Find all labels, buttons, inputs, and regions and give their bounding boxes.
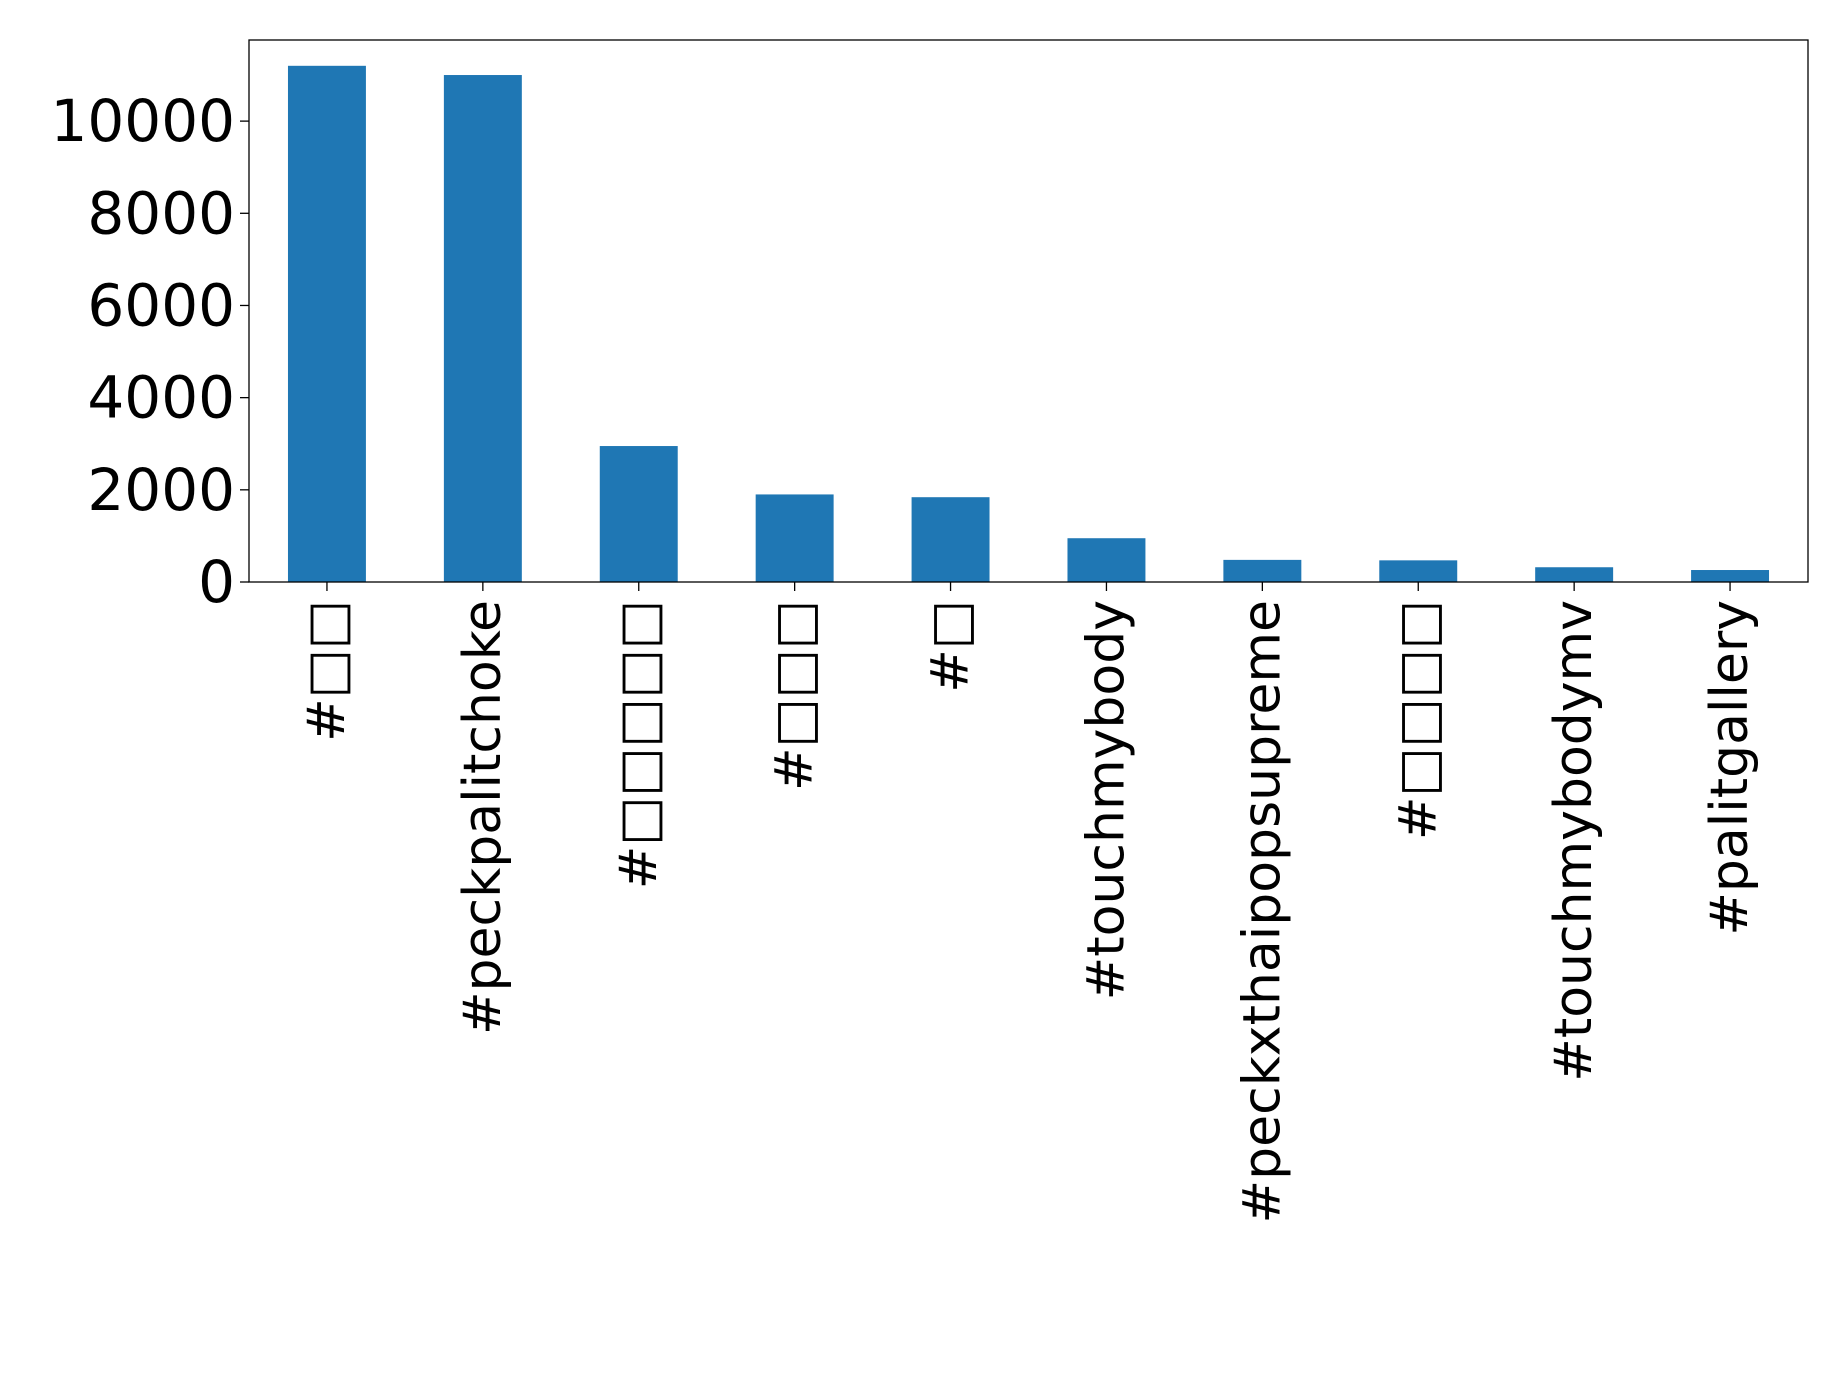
bar-9 — [1691, 570, 1770, 582]
bar-3 — [755, 494, 834, 582]
x-tick-label-9: #palitgallery — [1700, 600, 1760, 936]
x-tick-label-3: #□□□ — [765, 600, 825, 791]
y-axis: 0 2000 4000 6000 8000 10000 — [50, 87, 249, 616]
y-tick-label-3: 6000 — [87, 271, 235, 339]
y-tick-label-1: 2000 — [87, 456, 235, 524]
bars-layer — [287, 65, 1770, 582]
bar-0 — [287, 65, 366, 582]
x-tick-label-5: #touchmybody — [1076, 600, 1136, 1000]
bar-2 — [599, 446, 678, 582]
y-tick-label-2: 4000 — [87, 364, 235, 432]
x-axis: #□□ #peckpalitchoke #□□□□□ #□□□ #□ #touchmybo… — [297, 582, 1760, 1223]
plot-frame — [248, 39, 1809, 583]
y-tick-label-0: 0 — [198, 548, 235, 616]
x-tick-label-1: #peckpalitchoke — [453, 600, 513, 1035]
bar-6 — [1223, 559, 1302, 582]
x-tick-label-2: #□□□□□ — [609, 600, 669, 889]
y-tick-label-4: 8000 — [87, 179, 235, 247]
bar-8 — [1535, 567, 1614, 582]
bar-5 — [1067, 538, 1146, 582]
x-tick-label-7: #□□□□ — [1388, 600, 1448, 840]
x-tick-label-4: #□ — [921, 600, 981, 693]
x-tick-label-0: #□□ — [297, 600, 357, 742]
bar-4 — [911, 497, 990, 582]
y-tick-label-5: 10000 — [50, 87, 235, 155]
bar-1 — [443, 75, 522, 582]
x-tick-label-8: #touchmybodymv — [1544, 600, 1604, 1082]
x-tick-label-6: #peckxthaipopsupreme — [1232, 600, 1292, 1223]
bar-7 — [1379, 560, 1458, 582]
